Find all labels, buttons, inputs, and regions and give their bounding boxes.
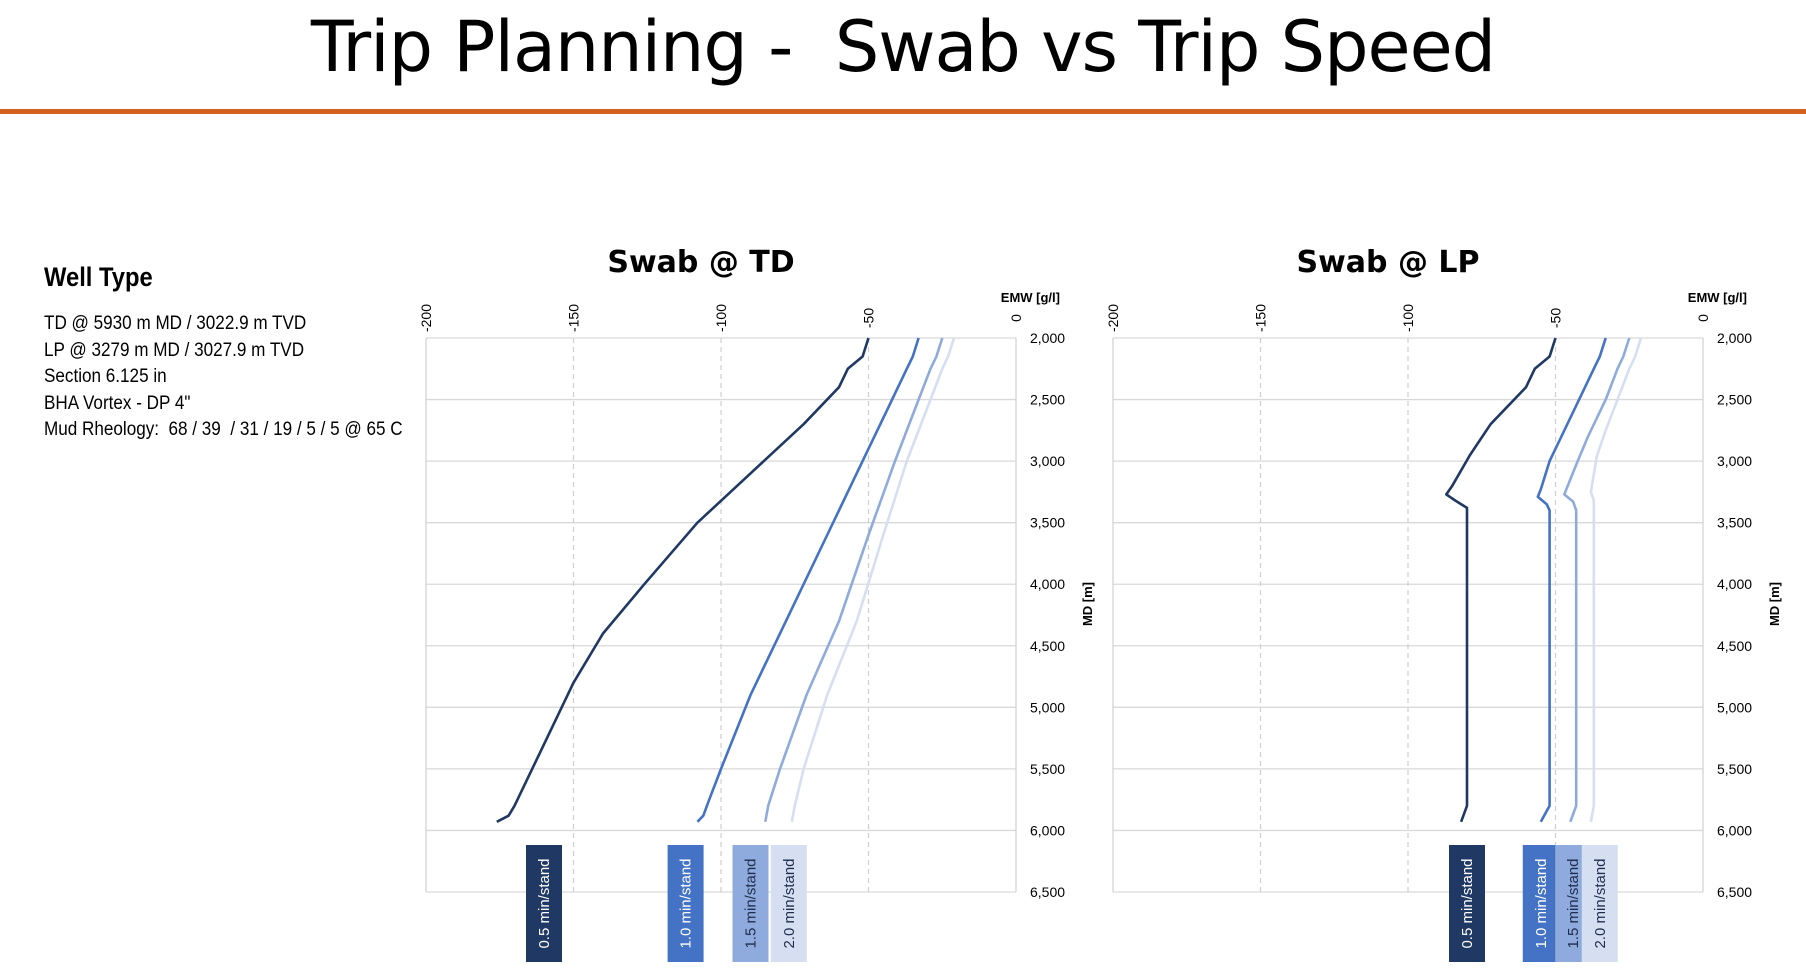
y-tick-label: 5,500 [1717, 761, 1752, 777]
well-info-lp: LP @ 3279 m MD / 3027.9 m TVD [44, 339, 305, 361]
series-label-swatch [1449, 845, 1485, 962]
series-label-box: 1.0 min/stand [667, 845, 704, 962]
y-tick-label: 5,000 [1717, 699, 1752, 715]
y-tick-label: 3,000 [1030, 453, 1065, 469]
series-label-box: 0.5 min/stand [1449, 845, 1485, 962]
y-tick-label: 6,000 [1717, 822, 1752, 838]
y-tick-label: 3,500 [1717, 515, 1752, 531]
well-info-bha: BHA Vortex - DP 4" [44, 392, 191, 414]
series-line-1-5-min-stand [1563, 337, 1631, 823]
series-label-text: 0.5 min/stand [536, 858, 553, 948]
y-tick-label: 4,500 [1030, 638, 1065, 654]
y-tick-label: 5,000 [1030, 699, 1065, 715]
x-tick-label: -200 [418, 304, 434, 332]
well-info-section: Section 6.125 in [44, 366, 167, 387]
series-label-box: 1.5 min/stand [732, 845, 769, 962]
y-tick-label: 6,500 [1030, 884, 1065, 900]
y-tick-label: 2,500 [1717, 392, 1752, 408]
series-label-swatch [1581, 845, 1618, 962]
series-label-box: 0.5 min/stand [526, 845, 562, 962]
y-tick-label: 5,500 [1030, 761, 1065, 777]
x-tick-label: 0 [1695, 314, 1711, 322]
x-axis-label: EMW [g/l] [1001, 290, 1060, 305]
series-line-1-5-min-stand [764, 337, 944, 823]
x-tick-label: -100 [713, 304, 729, 332]
series-label-box: 2.0 min/stand [770, 845, 807, 962]
x-tick-label: -50 [861, 308, 877, 328]
y-axis-label: MD [m] [1080, 582, 1095, 626]
y-tick-label: 2,000 [1717, 330, 1752, 346]
x-tick-label: -100 [1400, 304, 1416, 332]
x-tick-label: -150 [566, 304, 582, 332]
well-info-mud-rheology: Mud Rheology: 68 / 39 / 31 / 19 / 5 / 5 … [44, 419, 403, 440]
well-info-panel: Well Type TD @ 5930 m MD / 3022.9 m TVD … [44, 262, 442, 444]
well-type-heading: Well Type [44, 262, 153, 292]
chart-title: Swab @ LP [1296, 245, 1479, 280]
y-tick-label: 2,500 [1030, 392, 1065, 408]
chart-title: Swab @ TD [607, 245, 794, 280]
x-tick-label: 0 [1008, 314, 1024, 322]
y-tick-label: 3,500 [1030, 515, 1065, 531]
series-label-text: 0.5 min/stand [1459, 858, 1476, 948]
y-tick-label: 2,000 [1030, 330, 1065, 346]
well-info-td: TD @ 5930 m MD / 3022.9 m TVD [44, 313, 307, 334]
series-line-0-5-min-stand [496, 337, 870, 823]
y-axis-label: MD [m] [1767, 582, 1782, 626]
y-tick-label: 4,500 [1717, 638, 1752, 654]
series-label-box: 2.0 min/stand [1581, 845, 1618, 962]
series-line-2-0-min-stand [1589, 337, 1643, 823]
x-axis-label: EMW [g/l] [1688, 290, 1747, 305]
series-label-text: 1.0 min/stand [1533, 858, 1550, 948]
y-tick-label: 6,500 [1717, 884, 1752, 900]
series-line-2-0-min-stand [790, 337, 956, 823]
title-rule [0, 109, 1806, 114]
x-tick-label: -50 [1548, 308, 1564, 328]
series-line-1-0-min-stand [696, 337, 920, 823]
series-line-1-0-min-stand [1536, 337, 1607, 823]
x-tick-label: -200 [1105, 304, 1121, 332]
series-label-swatch [1522, 845, 1559, 962]
series-label-text: 2.0 min/stand [1592, 858, 1609, 948]
slide-title: Trip Planning - Swab vs Trip Speed [310, 6, 1496, 88]
y-tick-label: 6,000 [1030, 822, 1065, 838]
series-label-box: 1.0 min/stand [1522, 845, 1559, 962]
series-line-0-5-min-stand [1445, 337, 1557, 823]
series-label-text: 1.5 min/stand [743, 858, 760, 948]
y-tick-label: 4,000 [1030, 576, 1065, 592]
y-tick-label: 3,000 [1717, 453, 1752, 469]
series-label-text: 1.5 min/stand [1565, 858, 1582, 948]
series-label-swatch [770, 845, 807, 962]
series-label-text: 2.0 min/stand [781, 858, 798, 948]
series-label-text: 1.0 min/stand [678, 858, 695, 948]
y-tick-label: 4,000 [1717, 576, 1752, 592]
series-label-swatch [526, 845, 562, 962]
series-label-swatch [667, 845, 704, 962]
x-tick-label: -150 [1253, 304, 1269, 332]
series-label-swatch [732, 845, 769, 962]
